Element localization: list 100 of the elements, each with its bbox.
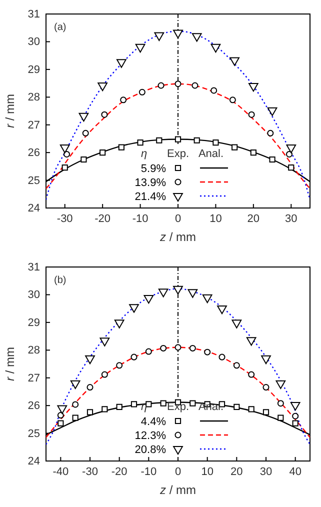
x-tick-label: 30	[285, 212, 298, 225]
y-tick-label: 24	[28, 202, 40, 215]
point	[230, 57, 240, 66]
point	[82, 130, 89, 136]
point	[137, 140, 144, 146]
point	[130, 401, 138, 408]
point	[98, 82, 108, 92]
y-tick-label: 31	[28, 262, 40, 274]
legend-label: 12.3%	[134, 430, 166, 442]
x-tick-label: 10	[201, 466, 214, 478]
point	[60, 144, 70, 154]
y-axis-title: r / mm	[3, 347, 17, 381]
y-tick-label: 27	[28, 119, 40, 132]
x-tick-label: -30	[82, 466, 98, 478]
point	[160, 344, 167, 352]
point	[192, 82, 198, 89]
legend-label: 4.4%	[140, 416, 166, 428]
point	[194, 137, 200, 144]
point	[248, 111, 255, 118]
y-tick-label: 31	[28, 8, 40, 21]
x-tick-label: 10	[210, 212, 222, 225]
point	[232, 144, 238, 150]
point	[63, 150, 70, 158]
point	[158, 82, 164, 89]
point	[246, 337, 256, 346]
point	[210, 87, 218, 94]
x-tick-label: -10	[140, 466, 157, 478]
x-axis-title: z / mm	[159, 483, 196, 497]
y-tick-label: 30	[28, 289, 40, 302]
point	[174, 80, 182, 88]
point	[262, 384, 270, 391]
point	[286, 144, 296, 154]
annotation: (a)	[54, 22, 66, 33]
x-tick-label: 0	[174, 466, 182, 478]
point	[233, 362, 240, 369]
point	[288, 164, 294, 171]
point	[72, 401, 79, 408]
point	[210, 44, 221, 53]
y-tick-label: 26	[28, 400, 40, 412]
y-tick-label: 28	[28, 344, 40, 357]
point	[267, 107, 278, 116]
point	[277, 400, 284, 407]
point	[70, 380, 80, 390]
point	[269, 156, 276, 163]
point	[114, 320, 124, 328]
y-tick-label: 29	[28, 64, 40, 76]
point	[174, 136, 182, 142]
x-tick-label: -30	[56, 212, 73, 225]
point	[202, 294, 212, 304]
point	[173, 30, 183, 38]
point	[85, 355, 95, 364]
y-tick-label: 29	[28, 316, 40, 329]
point	[217, 306, 227, 314]
x-tick-label: 0	[174, 212, 182, 225]
annotation: (b)	[54, 275, 66, 286]
point	[102, 406, 108, 412]
point	[120, 96, 127, 104]
point	[138, 88, 146, 96]
point	[57, 412, 64, 419]
line-series	[46, 30, 310, 200]
point	[58, 420, 64, 426]
x-tick-label: 30	[260, 466, 272, 478]
x-tick-label: 20	[230, 466, 243, 478]
point	[189, 344, 196, 352]
x-tick-label: -10	[132, 212, 148, 225]
point	[292, 412, 299, 420]
legend-label: 21.4%	[134, 191, 166, 203]
y-tick-label: 30	[28, 36, 40, 48]
x-axis-title: z / mm	[159, 230, 196, 244]
y-tick-label: 24	[28, 456, 40, 468]
point	[129, 304, 139, 313]
point	[154, 32, 164, 41]
point	[145, 348, 152, 355]
point	[192, 33, 202, 42]
point	[276, 380, 286, 390]
point	[190, 400, 196, 406]
point	[267, 130, 274, 136]
legend-title: η	[140, 148, 148, 160]
annotation: Anal.	[198, 148, 224, 160]
point	[290, 402, 300, 411]
point	[232, 320, 242, 328]
point	[156, 137, 162, 144]
annotation: Exp.	[166, 148, 190, 160]
point	[286, 150, 293, 158]
point	[292, 420, 298, 426]
point	[218, 354, 226, 360]
point	[160, 400, 166, 406]
point	[212, 140, 219, 146]
point	[248, 406, 254, 412]
legend-label: 20.8%	[134, 444, 166, 456]
y-tick-label: 26	[28, 147, 40, 160]
point	[116, 404, 122, 410]
point	[262, 409, 270, 416]
point	[80, 156, 87, 163]
y-tick-label: 25	[28, 174, 40, 187]
point	[248, 371, 255, 378]
point	[229, 96, 236, 104]
x-tick-label: -20	[94, 212, 111, 225]
point	[144, 294, 154, 304]
point	[118, 144, 124, 150]
